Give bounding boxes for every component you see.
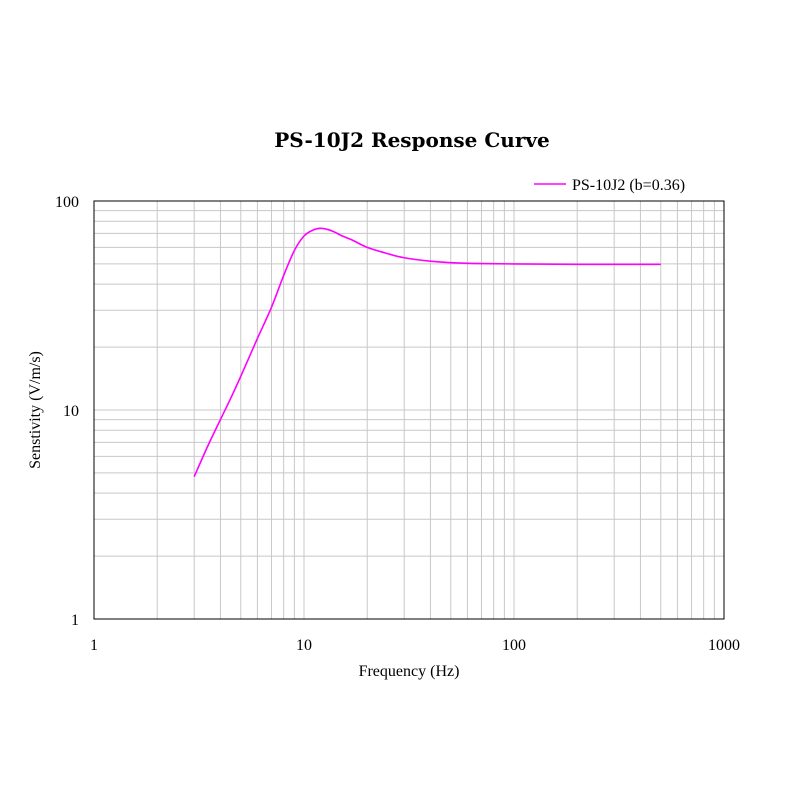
y-tick-label: 100 bbox=[55, 194, 79, 211]
series-layer bbox=[193, 227, 661, 477]
series-line bbox=[193, 227, 661, 477]
chart-title: PS-10J2 Response Curve bbox=[274, 128, 549, 152]
grid bbox=[94, 201, 724, 619]
plot-frame bbox=[93, 200, 725, 620]
y-axis-label: Senstivity (V/m/s) bbox=[27, 351, 44, 469]
y-tick-label: 10 bbox=[63, 403, 79, 420]
y-tick-label: 1 bbox=[71, 612, 79, 629]
x-tick-label: 1000 bbox=[708, 637, 740, 654]
legend: PS-10J2 (b=0.36) bbox=[534, 177, 685, 194]
tick-labels: 1 10 100 1000 1 10 100 bbox=[55, 194, 740, 654]
legend-label: PS-10J2 (b=0.36) bbox=[572, 177, 685, 194]
x-axis-label: Frequency (Hz) bbox=[359, 663, 460, 680]
x-tick-label: 100 bbox=[502, 637, 526, 654]
x-tick-label: 10 bbox=[296, 637, 312, 654]
x-tick-label: 1 bbox=[90, 637, 98, 654]
